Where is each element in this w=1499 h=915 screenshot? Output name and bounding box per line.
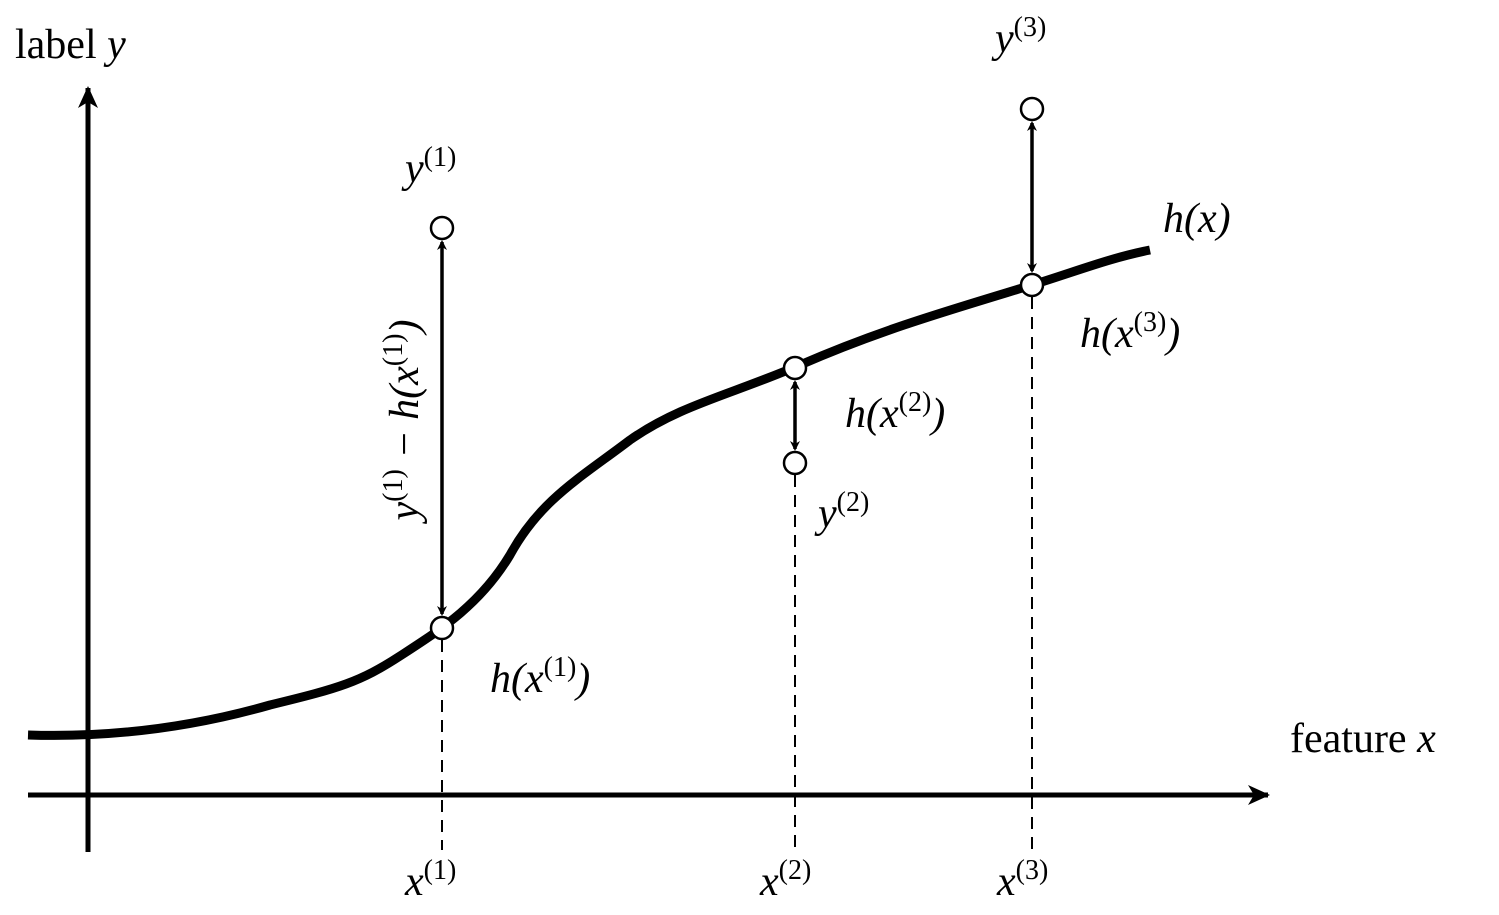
word: feature	[1290, 716, 1407, 762]
sup: (2)	[837, 487, 870, 518]
part: y	[382, 501, 428, 524]
part: )	[574, 656, 590, 702]
x-axis-label: feature x	[1290, 716, 1436, 762]
x-label: x(2)	[759, 855, 811, 905]
sup: (1)	[424, 142, 457, 173]
word: label	[15, 22, 97, 68]
var: x	[1416, 716, 1436, 762]
x-label: x(3)	[996, 855, 1048, 905]
part: h(x	[490, 656, 544, 702]
h-label: h(x(3))	[1080, 307, 1180, 357]
part: )	[929, 391, 945, 437]
sup: (3)	[1134, 307, 1167, 338]
residual-label: y(1) − h(x(1))	[378, 320, 428, 525]
point-labels: x(1)y(1)h(x(1))x(2)y(2)h(x(2))x(3)y(3)h(…	[401, 12, 1180, 905]
part: h(x	[845, 391, 899, 437]
y-label: y(1)	[401, 142, 456, 192]
sup: (1)	[544, 652, 577, 683]
y-axis-label: label y	[15, 22, 126, 68]
sup: (2)	[899, 387, 932, 418]
base: y	[814, 491, 837, 537]
base: x	[996, 859, 1016, 905]
y-label: y(2)	[814, 487, 869, 537]
residual-arrows	[437, 121, 1037, 616]
part: − h(x	[382, 366, 428, 469]
x-label: x(1)	[404, 855, 456, 905]
h-label: h(x(1))	[490, 652, 590, 702]
base: y	[991, 16, 1014, 62]
curve-label: h(x)	[1163, 196, 1231, 242]
var: y	[103, 22, 126, 68]
sup: (1)	[378, 334, 409, 367]
hypothesis-curve	[27, 245, 1151, 740]
sup: (3)	[1016, 855, 1049, 886]
y-label: y(3)	[991, 12, 1046, 62]
base: x	[404, 859, 424, 905]
points	[429, 96, 1045, 641]
h-label: h(x(2))	[845, 387, 945, 437]
base: y	[401, 146, 424, 192]
sup: (3)	[1014, 12, 1047, 43]
base: x	[759, 859, 779, 905]
part: )	[382, 320, 428, 336]
sup: (1)	[378, 469, 409, 502]
drop-lines	[441, 297, 1033, 850]
part: )	[1164, 311, 1180, 357]
sup: (1)	[424, 855, 457, 886]
part: h(x	[1080, 311, 1134, 357]
sup: (2)	[779, 855, 812, 886]
